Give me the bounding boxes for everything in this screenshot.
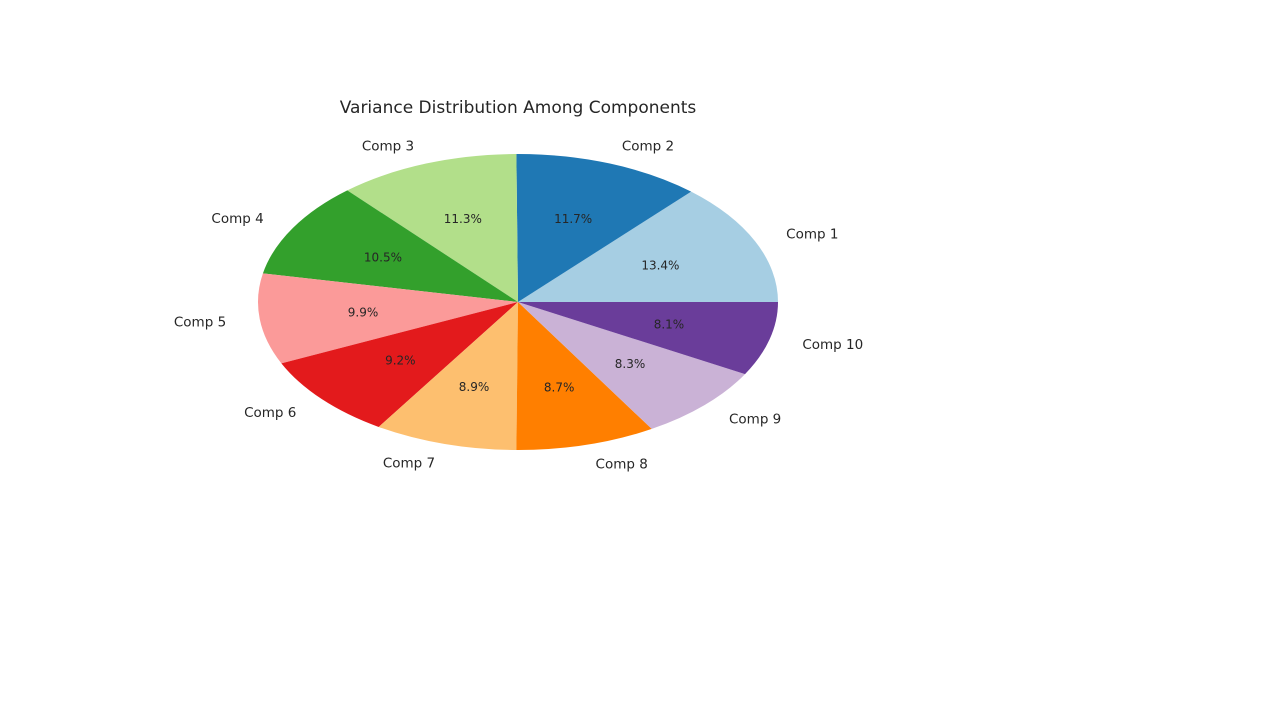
category-label-5: Comp 5 [174, 314, 226, 330]
pie-slice-1 [518, 191, 778, 302]
chart-title: Variance Distribution Among Components [340, 98, 697, 118]
category-label-3: Comp 3 [362, 139, 414, 155]
percent-label-6: 9.2% [385, 353, 416, 367]
category-label-6: Comp 6 [244, 405, 296, 421]
pie-slice-9 [518, 302, 746, 429]
percent-label-5: 9.9% [348, 305, 379, 319]
category-labels: Comp 1 Comp 2 Comp 3 Comp 4 Comp 5 Comp 6 Comp… [174, 139, 863, 473]
percent-label-7: 8.9% [459, 380, 490, 394]
pie-slice-3 [347, 154, 518, 302]
percent-label-4: 10.5% [364, 251, 402, 265]
pie-slice-10 [518, 302, 778, 375]
percent-label-8: 8.7% [544, 381, 575, 395]
pie-slice-2 [516, 153, 692, 302]
percent-label-2: 11.7% [554, 212, 592, 226]
pie-slice-5 [258, 273, 518, 364]
category-label-2: Comp 2 [622, 139, 674, 155]
pie-slice-8 [516, 302, 652, 450]
category-label-9: Comp 9 [729, 411, 781, 427]
percent-label-1: 13.4% [641, 259, 679, 273]
category-label-4: Comp 4 [211, 211, 263, 227]
category-label-8: Comp 8 [596, 456, 648, 472]
category-label-7: Comp 7 [383, 455, 435, 471]
pie-slice-7 [378, 302, 518, 450]
category-label-10: Comp 10 [802, 337, 863, 353]
percent-label-3: 11.3% [444, 212, 482, 226]
percent-label-9: 8.3% [615, 357, 646, 371]
pie-slice-4 [262, 190, 518, 302]
percent-label-10: 8.1% [654, 317, 685, 331]
category-label-1: Comp 1 [786, 227, 838, 243]
percent-labels: 13.4% 11.7% 11.3% 10.5% 9.9% 9.2% 8.9% 8.7% 8.3%… [348, 212, 684, 395]
pie-slice-6 [281, 302, 518, 427]
pie-slices [258, 153, 778, 450]
